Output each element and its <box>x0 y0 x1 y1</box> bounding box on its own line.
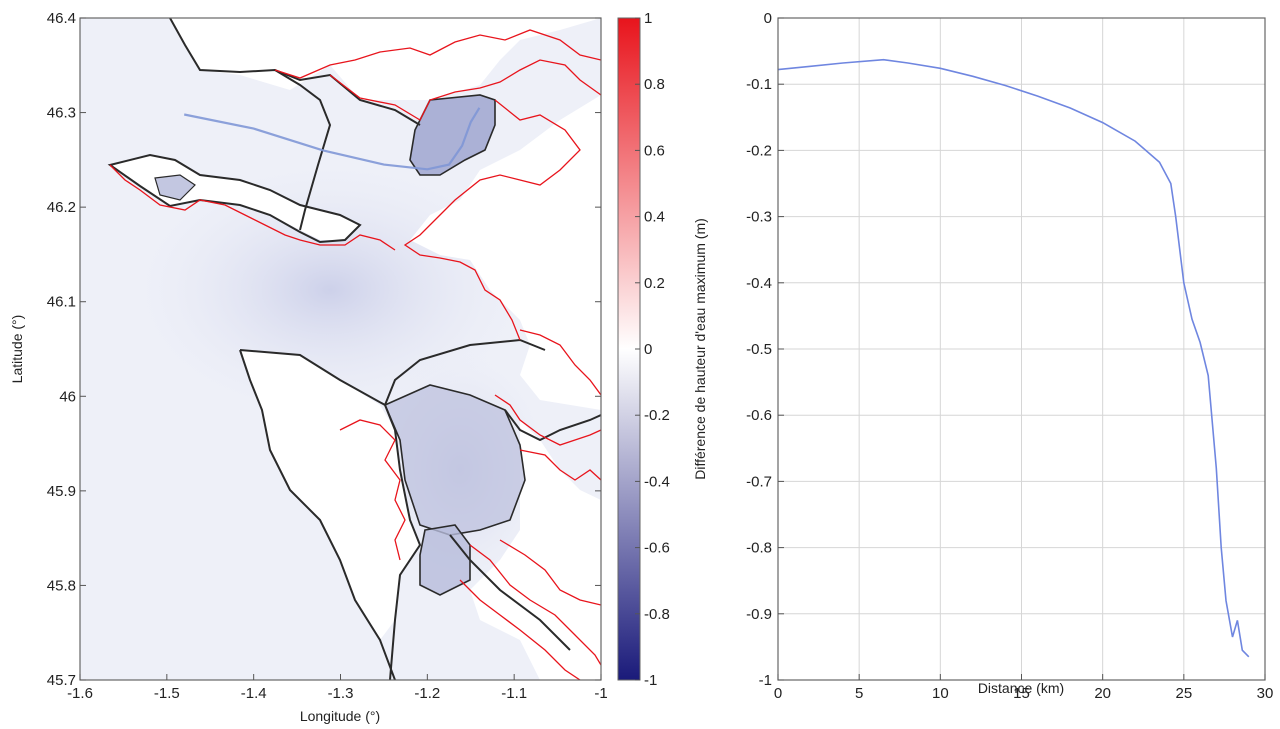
coastline-red-re <box>109 164 396 251</box>
colorbar-tick-label: -0.8 <box>644 606 670 623</box>
map-y-tick-label: 46.3 <box>47 105 76 122</box>
profile-y-tick-label: -0.5 <box>746 341 772 358</box>
profile-y-tick-label: -0.8 <box>746 540 772 557</box>
bay-aiguillon <box>409 94 496 176</box>
map-x-tick-label: -1.1 <box>501 685 527 702</box>
coastline-red <box>109 29 601 680</box>
coastline-red-estuary <box>519 329 601 396</box>
profile-x-tick-label: 20 <box>1094 685 1111 702</box>
profile-x-axis-label: Distance (km) <box>978 680 1064 696</box>
coastline-red-marsh-2 <box>519 449 601 481</box>
coastline-black-oleron <box>239 349 422 680</box>
colorbar-tick-label: -0.4 <box>644 473 670 490</box>
colorbar-ticks: 1 0.8 0.6 0.4 0.2 0 -0.2 -0.4 -0.6 -0.8 -1 <box>635 10 670 689</box>
map-x-tick-label: -1.5 <box>154 685 180 702</box>
profile-y-tick-label: 0 <box>764 10 772 27</box>
coastline-black-north-2 <box>274 69 421 126</box>
colorbar-tick-label: -0.6 <box>644 540 670 557</box>
coastline-black-middle <box>384 338 546 406</box>
coastline-black-re <box>107 153 362 244</box>
coastline-red-marennes <box>494 394 601 446</box>
colorbar: 1 0.8 0.6 0.4 0.2 0 -0.2 -0.4 -0.6 -0.8 -1 Différe… <box>617 10 708 689</box>
coastline-red-southeast-2 <box>499 539 601 606</box>
map-y-tick-label: 45.8 <box>47 577 76 594</box>
map-x-tick-label: -1.4 <box>241 685 267 702</box>
coastline-black-channel <box>449 534 571 651</box>
map-x-tick-label: -1.2 <box>414 685 440 702</box>
map-panel: -1.6 -1.5 -1.4 -1.3 -1.2 -1.1 -1 46.446.346.24… <box>9 10 608 724</box>
profile-y-tick-label: -0.4 <box>746 275 772 292</box>
coastline-red-north-2 <box>329 59 601 121</box>
profile-transect-line <box>183 107 481 171</box>
profile-y-tick-label: -0.2 <box>746 142 772 159</box>
profile-y-tick-label: -0.7 <box>746 473 772 490</box>
map-x-ticks: -1.6 -1.5 -1.4 -1.3 -1.2 -1.1 -1 <box>67 674 608 702</box>
profile-y-tick-label: -1 <box>759 672 772 689</box>
coastline-black-oleron-west <box>239 349 396 680</box>
colorbar-label: Différence de hauteur d'eau maximum (m) <box>692 218 708 480</box>
map-y-tick-label: 46.1 <box>47 294 76 311</box>
map-x-tick-label: -1.6 <box>67 685 93 702</box>
coastline-black <box>107 18 601 680</box>
colorbar-tick-label: 0.6 <box>644 142 665 159</box>
map-x-axis-label: Longitude (°) <box>300 708 380 724</box>
profile-panel: 0 5 10 15 20 25 30 0 -0.1 -0.2 -0.3 -0.4 -0.5 -0.6 -0… <box>746 10 1273 702</box>
coastline-red-north <box>274 29 601 79</box>
mainland-east <box>410 95 601 410</box>
coastline-black-north <box>169 18 332 231</box>
map-x-tick-label: -1.3 <box>328 685 354 702</box>
coastline-red-channel <box>459 579 581 680</box>
profile-x-tick-label: 10 <box>932 685 949 702</box>
colorbar-tick-label: 0.8 <box>644 76 665 93</box>
map-y-ticks: 46.4 46.3 46.2 46.1 46 45.9 45.8 45.7 <box>47 10 601 689</box>
colorbar-tick-label: -0.2 <box>644 407 670 424</box>
coastline-red-east <box>403 99 581 341</box>
colorbar-tick-label: 0.2 <box>644 275 665 292</box>
profile-y-tick-label: -0.3 <box>746 209 772 226</box>
bay-seudre <box>419 524 471 596</box>
colorbar-tick-label: 0.4 <box>644 209 665 226</box>
profile-x-tick-label: 30 <box>1257 685 1274 702</box>
map-y-axis-label: Latitude (°) <box>9 315 25 384</box>
map-y-tick-label: 46 <box>59 388 76 405</box>
mainland-southeast <box>470 420 601 680</box>
profile-y-tick-label: -0.9 <box>746 606 772 623</box>
map-x-tick-label: -1 <box>594 685 607 702</box>
profile-series-line <box>777 58 1250 658</box>
profile-y-tick-label: -0.6 <box>746 407 772 424</box>
profile-x-tick-label: 25 <box>1175 685 1192 702</box>
map-field <box>80 18 601 680</box>
map-y-tick-label: 46.4 <box>47 10 76 27</box>
profile-y-ticks: 0 -0.1 -0.2 -0.3 -0.4 -0.5 -0.6 -0.7 -0.8 -0.9 -1 <box>746 10 784 689</box>
profile-x-ticks: 0 5 10 15 20 25 30 <box>774 674 1274 702</box>
coastline-black-estuary <box>504 409 601 442</box>
bay-re-inner <box>154 174 196 201</box>
coastline-red-southeast <box>469 544 601 666</box>
profile-x-tick-label: 15 <box>1013 685 1030 702</box>
ile-d-oleron <box>240 350 420 640</box>
map-y-tick-label: 46.2 <box>47 199 76 216</box>
mainland-north <box>170 18 601 100</box>
bay-marennes <box>383 384 526 536</box>
profile-y-tick-label: -0.1 <box>746 76 772 93</box>
profile-x-tick-label: 0 <box>774 685 782 702</box>
map-y-tick-label: 45.7 <box>47 672 76 689</box>
coastline-red-marsh-1 <box>339 419 406 561</box>
map-y-tick-label: 45.9 <box>47 483 76 500</box>
profile-x-tick-label: 5 <box>855 685 863 702</box>
colorbar-tick-label: -1 <box>644 672 657 689</box>
colorbar-tick-label: 0 <box>644 341 652 358</box>
colorbar-tick-label: 1 <box>644 10 652 27</box>
